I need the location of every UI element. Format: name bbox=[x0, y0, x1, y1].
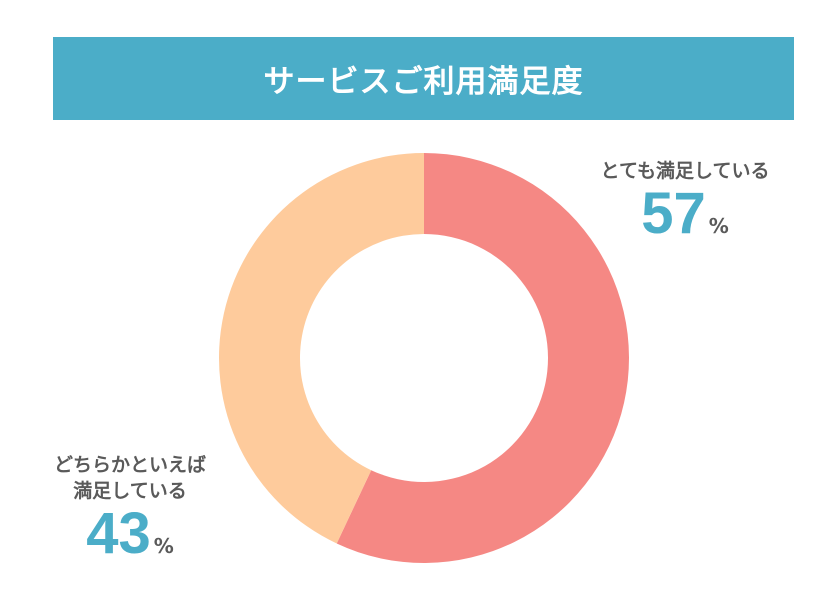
slice-value-unit: % bbox=[708, 214, 729, 238]
slice-label-text: とても満足している bbox=[600, 160, 770, 182]
chart-title-bar: サービスご利用満足度 bbox=[53, 37, 794, 120]
slice-label-text-line-1: どちらかといえば bbox=[53, 454, 206, 476]
slice-label-text-line-2: 満足している bbox=[73, 480, 187, 502]
slice-value: 57 bbox=[641, 181, 706, 246]
slice-value-unit: % bbox=[153, 534, 174, 558]
donut-slice-0 bbox=[336, 153, 629, 563]
chart-title: サービスご利用満足度 bbox=[263, 64, 584, 100]
donut-slice-1 bbox=[218, 153, 424, 544]
slice-value: 43 bbox=[86, 501, 151, 566]
slice-label-somewhat-satisfied: どちらかといえば 満足している 43% bbox=[20, 452, 240, 564]
slice-label-very-satisfied: とても満足している 57% bbox=[565, 158, 805, 244]
